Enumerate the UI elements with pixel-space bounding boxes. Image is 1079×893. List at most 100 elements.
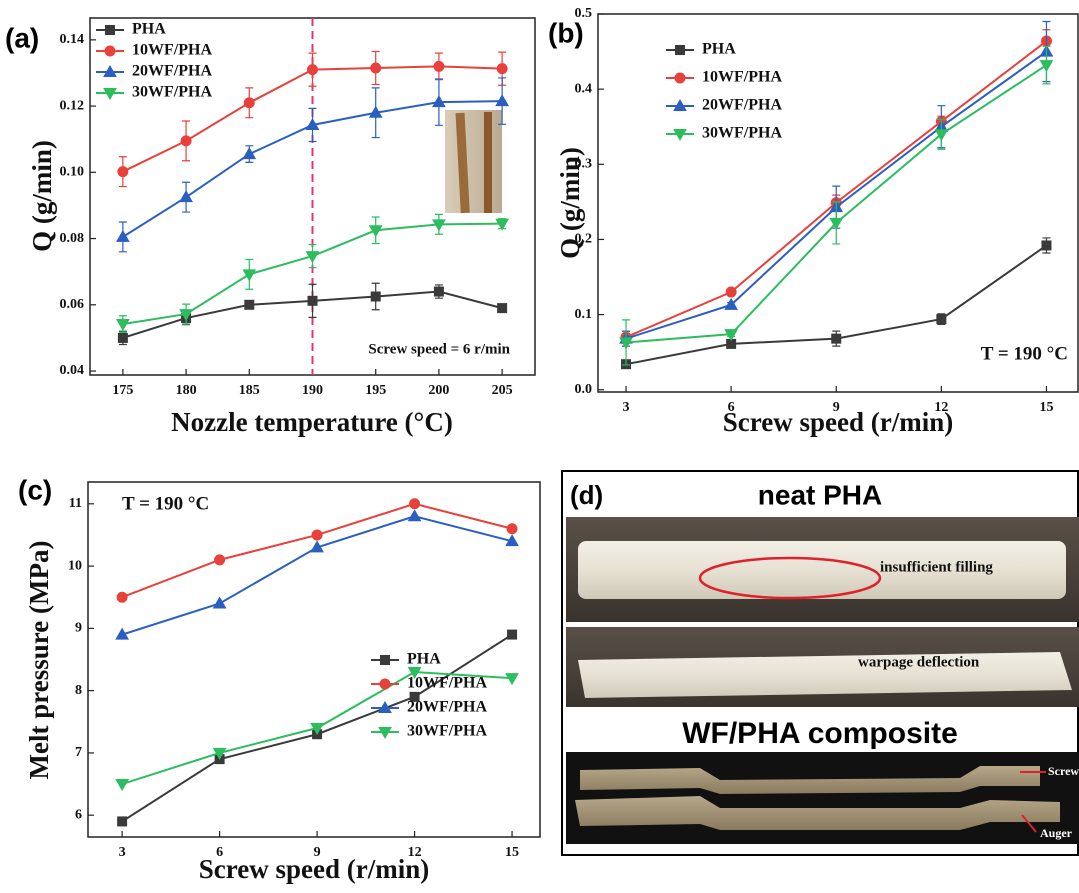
marker xyxy=(370,291,381,302)
marker xyxy=(307,295,318,306)
y-tick-label: 6 xyxy=(75,807,82,822)
legend-marker xyxy=(104,45,116,57)
legend-label: 30WF/PHA xyxy=(132,84,212,101)
marker xyxy=(179,309,193,322)
photo-panel: (d) neat PHA insufficient filling warpag… xyxy=(561,470,1079,856)
x-tick-label: 9 xyxy=(833,400,840,415)
y-tick-label: 0.12 xyxy=(60,98,85,113)
marker xyxy=(725,286,737,298)
legend-label: 20WF/PHA xyxy=(407,699,487,716)
x-tick-label: 175 xyxy=(112,383,133,398)
marker xyxy=(368,105,383,118)
marker xyxy=(497,303,508,314)
x-tick-label: 15 xyxy=(1039,400,1053,415)
panel-label: (d) xyxy=(570,480,603,510)
marker xyxy=(116,591,128,603)
x-tick-label: 6 xyxy=(728,400,735,415)
x-tick-label: 3 xyxy=(119,845,126,860)
y-tick-label: 0.14 xyxy=(60,32,85,47)
x-tick-label: 12 xyxy=(934,400,948,415)
x-axis-label: Screw speed (r/min) xyxy=(723,407,953,437)
marker xyxy=(310,540,324,553)
marker xyxy=(433,60,445,72)
x-tick-label: 3 xyxy=(623,400,630,415)
legend-marker xyxy=(675,45,685,55)
marker xyxy=(179,190,193,203)
legend-label: PHA xyxy=(132,21,166,38)
legend-label: 10WF/PHA xyxy=(702,69,782,86)
legend-marker xyxy=(674,72,686,84)
specimen xyxy=(575,796,1060,830)
marker xyxy=(432,219,446,232)
legend-label: 20WF/PHA xyxy=(132,63,212,80)
x-tick-label: 9 xyxy=(314,845,321,860)
marker xyxy=(506,523,518,535)
marker xyxy=(117,816,128,827)
photo-annotation: warpage deflection xyxy=(858,654,980,670)
chart-panel: 6 7 8 9 10 11 3 6 9 12 15 (c) Screw speed (r/min) Mel… xyxy=(18,474,541,884)
marker xyxy=(115,627,129,640)
x-tick-label: 205 xyxy=(492,383,513,398)
marker xyxy=(368,225,383,238)
photo-annotation: Screw xyxy=(1048,764,1079,778)
marker xyxy=(407,666,422,679)
marker xyxy=(724,297,739,310)
y-axis-label: Q (g/min) xyxy=(555,147,585,259)
panel-label: (c) xyxy=(18,474,52,505)
legend-marker xyxy=(103,64,117,77)
legend-label: PHA xyxy=(702,41,736,58)
marker xyxy=(433,286,444,297)
legend-marker xyxy=(103,88,117,101)
y-tick-label: 0.5 xyxy=(575,6,593,21)
marker xyxy=(934,129,949,142)
marker xyxy=(936,314,947,325)
marker xyxy=(305,117,320,130)
specimen xyxy=(578,541,1066,599)
x-tick-label: 6 xyxy=(216,845,223,860)
marker xyxy=(180,135,192,147)
y-tick-label: 0.08 xyxy=(60,231,85,246)
marker xyxy=(407,509,422,522)
marker xyxy=(117,332,128,343)
y-tick-label: 0.04 xyxy=(60,363,85,378)
marker xyxy=(409,691,420,702)
y-tick-label: 0.4 xyxy=(575,81,593,96)
x-tick-label: 180 xyxy=(176,383,197,398)
x-axis-label: Nozzle temperature (°C) xyxy=(171,407,453,437)
legend-marker xyxy=(378,700,392,713)
y-tick-label: 0.1 xyxy=(575,307,593,322)
marker xyxy=(242,269,257,282)
legend-label: PHA xyxy=(407,651,441,668)
legend-marker xyxy=(380,655,390,665)
x-tick-label: 190 xyxy=(302,383,323,398)
y-tick-label: 0.10 xyxy=(60,165,85,180)
legend-label: 30WF/PHA xyxy=(407,723,487,740)
y-tick-label: 11 xyxy=(69,496,82,511)
marker xyxy=(244,299,255,310)
y-tick-label: 7 xyxy=(75,745,82,760)
marker xyxy=(831,333,842,344)
marker xyxy=(1041,240,1052,251)
plot-frame xyxy=(87,481,541,838)
specimen xyxy=(578,652,1072,698)
legend-marker xyxy=(379,678,391,690)
legend-marker xyxy=(673,98,687,111)
inset-photo xyxy=(445,110,502,214)
section-title: neat PHA xyxy=(758,479,882,510)
x-tick-label: 200 xyxy=(428,383,449,398)
panel-label: (a) xyxy=(5,22,39,53)
marker xyxy=(214,554,226,566)
marker xyxy=(370,62,382,74)
marker xyxy=(242,147,257,160)
marker xyxy=(495,94,509,107)
y-tick-label: 8 xyxy=(75,683,82,698)
x-axis-label: Screw speed (r/min) xyxy=(199,854,429,884)
annotation: Screw speed = 6 r/min xyxy=(368,341,510,357)
photo-annotation: Auger xyxy=(1040,826,1073,840)
marker xyxy=(307,64,318,76)
x-tick-label: 12 xyxy=(408,845,422,860)
arrow xyxy=(1021,814,1037,833)
chart-panel: 0.04 0.06 0.08 0.10 0.12 0.14 175 180 185 190 195 2… xyxy=(5,17,536,437)
marker xyxy=(495,218,509,231)
marker xyxy=(116,319,130,332)
